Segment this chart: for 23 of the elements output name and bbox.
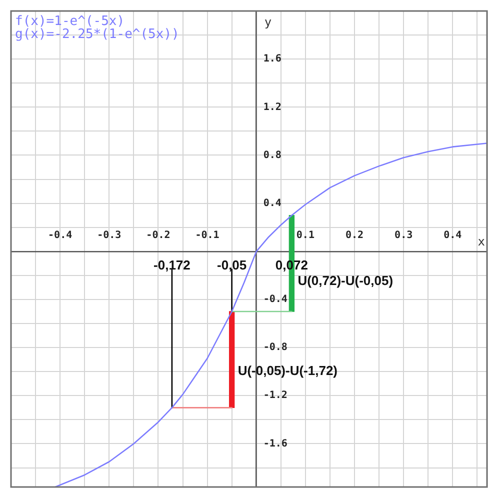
x-axis-title: x (478, 234, 485, 249)
x-tick-label: 0.1 (296, 230, 314, 241)
x-tick-label: 0.4 (444, 230, 462, 241)
x-tick-label: -0.2 (146, 230, 170, 241)
annotation: g(x)=-2.25*(1-e^(5x)) (15, 26, 180, 42)
y-tick-label: -1.6 (263, 438, 288, 450)
x-tick-label: -0.1 (195, 230, 220, 241)
x-tick-label: -0.3 (97, 230, 122, 241)
y-tick-label: 0.8 (263, 150, 282, 161)
x-tick-label: 0.3 (394, 230, 413, 241)
y-tick-label: 1.2 (263, 102, 282, 113)
y-tick-label: 0.4 (263, 198, 282, 209)
y-tick-label: -0.4 (263, 294, 288, 306)
x-tick-label: 0.2 (345, 230, 364, 241)
y-tick-label: 1.6 (263, 54, 282, 65)
annotation: -0,172 (154, 257, 190, 272)
x-tick-label: -0.4 (48, 230, 72, 241)
y-axis-title: y (264, 15, 272, 30)
annotation: -0,05 (217, 257, 247, 272)
annotation: f(x)=1-e^(-5x) (15, 14, 125, 29)
y-tick-label: -1.2 (263, 390, 288, 402)
annotation: U(0,72)-U(-0,05) (298, 273, 394, 288)
y-tick-label: -0.8 (263, 342, 288, 354)
